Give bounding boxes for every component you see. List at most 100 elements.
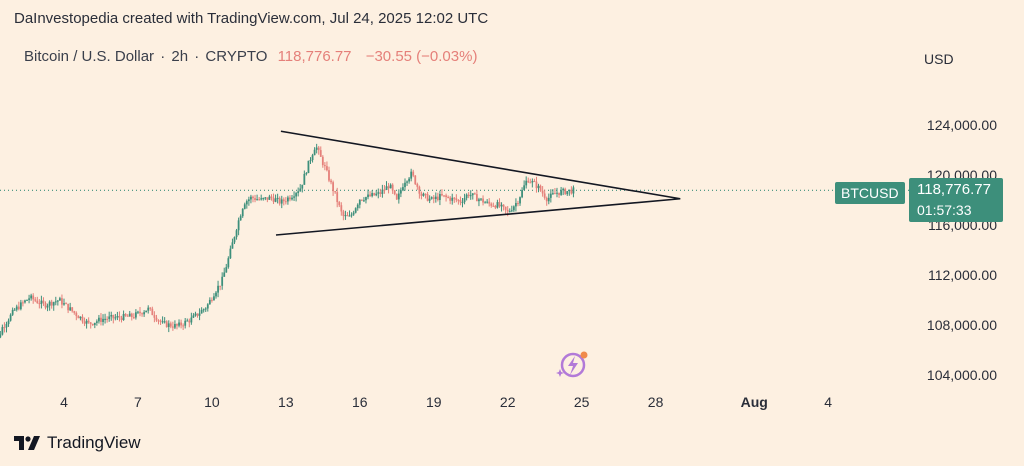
candle-body	[252, 196, 254, 199]
candle-body	[414, 175, 417, 185]
time-tick-label: 7	[134, 394, 142, 410]
trendline-upper[interactable]	[280, 130, 681, 200]
candle-body	[369, 194, 371, 197]
sparkle-lightning-icon[interactable]	[554, 350, 590, 387]
candle-body	[428, 198, 431, 201]
candle-body	[373, 193, 376, 196]
candle-body	[572, 187, 575, 194]
tradingview-logo[interactable]: TradingView	[14, 433, 141, 453]
candle-body	[254, 198, 256, 200]
candle-body	[206, 304, 209, 309]
candle-body	[504, 206, 507, 210]
chart-attribution: DaInvestopedia created with TradingView.…	[14, 10, 489, 27]
candle-body	[506, 209, 509, 212]
candle-body	[523, 185, 526, 190]
candle-body	[293, 196, 295, 198]
brand-name: TradingView	[47, 433, 141, 452]
candle-body	[40, 300, 43, 304]
candle-body	[106, 318, 109, 320]
candle-body	[221, 276, 224, 286]
candle-body	[332, 182, 334, 192]
candle-body	[61, 298, 63, 305]
candle-body	[556, 192, 558, 194]
candle-body	[328, 170, 330, 181]
candle-body	[225, 267, 228, 273]
candle-body	[229, 248, 232, 259]
candle-body	[330, 180, 332, 183]
candle-body	[420, 193, 423, 196]
candle-body	[360, 199, 363, 201]
currency-label[interactable]: USD	[924, 51, 954, 67]
candle-body	[264, 197, 267, 199]
candle-body	[443, 195, 445, 197]
candle-body	[393, 190, 396, 195]
candle-body	[274, 198, 277, 202]
time-tick-label: 25	[574, 394, 590, 410]
candle-body	[291, 197, 293, 200]
candle-body	[215, 292, 217, 297]
candle-body	[266, 197, 269, 200]
candle-body	[11, 309, 14, 315]
candle-body	[161, 321, 164, 323]
candle-body	[83, 321, 86, 324]
candle-body	[174, 324, 176, 328]
candle-body	[358, 199, 361, 205]
candle-body	[334, 191, 337, 193]
candle-body	[344, 215, 347, 217]
trendline-lower[interactable]	[275, 197, 681, 236]
price-change: −30.55 (−0.03%)	[365, 48, 478, 65]
candle-body	[180, 322, 182, 326]
price-tick-label: 112,000.00	[928, 267, 997, 283]
candle-body	[515, 203, 517, 207]
candle-body	[365, 197, 367, 201]
candle-body	[402, 187, 404, 191]
candle-body	[566, 191, 569, 195]
candle-body	[336, 192, 339, 203]
candle-body	[512, 206, 515, 211]
candle-body	[141, 313, 143, 315]
candle-body	[299, 188, 302, 192]
candle-body	[441, 194, 443, 196]
last-price: 118,776.77	[277, 48, 352, 65]
candle-body	[58, 298, 61, 301]
candle-body	[323, 165, 326, 167]
candle-body	[208, 299, 211, 305]
candle-body	[213, 296, 215, 301]
candle-body	[211, 299, 213, 301]
time-tick-label: Aug	[741, 394, 768, 410]
candle-body	[167, 323, 170, 328]
symbol-interval[interactable]: 2h	[171, 48, 189, 65]
candle-body	[50, 301, 53, 306]
candle-body	[1, 327, 4, 335]
candle-body	[87, 320, 90, 323]
candle-body	[478, 199, 480, 202]
candle-body	[295, 193, 298, 197]
candle-body	[383, 189, 386, 191]
candle-body	[508, 211, 511, 213]
candle-body	[404, 182, 406, 188]
candle-body	[149, 307, 152, 309]
candle-body	[260, 198, 263, 200]
current-price-label: 118,776.77 01:57:33	[909, 178, 1003, 222]
symbol-name[interactable]: Bitcoin / U.S. Dollar	[24, 48, 155, 65]
candle-body	[176, 324, 178, 326]
candle-body	[426, 194, 429, 201]
candle-body	[241, 208, 244, 217]
candle-body	[545, 197, 548, 202]
candle-body	[194, 313, 197, 316]
candle-body	[395, 194, 398, 200]
candle-body	[307, 160, 310, 174]
candle-body	[178, 322, 180, 326]
candle-body	[484, 202, 487, 204]
candle-body	[549, 193, 552, 198]
symbol-legend[interactable]: Bitcoin / U.S. Dollar · 2h · CRYPTO 118,…	[24, 48, 477, 65]
candle-body	[453, 197, 456, 199]
candle-body	[301, 184, 304, 189]
candle-body	[5, 324, 8, 328]
symmetrical-triangle-drawing	[275, 130, 681, 236]
candle-body	[30, 295, 33, 299]
candle-body	[163, 321, 166, 323]
candle-body	[169, 323, 172, 327]
candle-body	[471, 193, 474, 196]
